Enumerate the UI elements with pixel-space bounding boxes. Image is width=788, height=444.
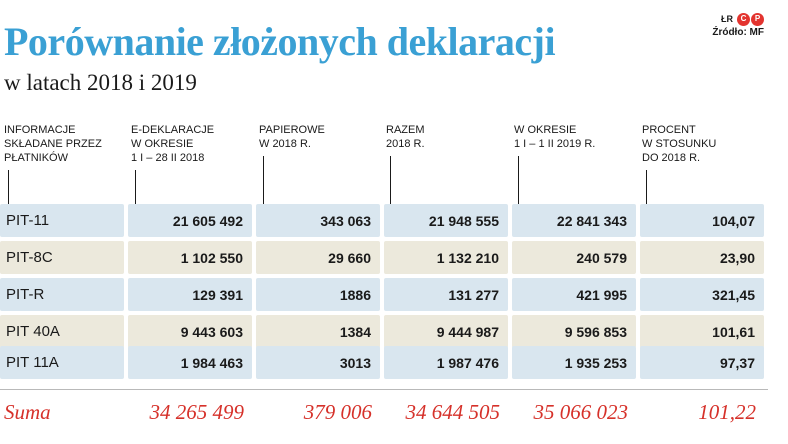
column-header-percent: PROCENT W STOSUNKU DO 2018 R. [642, 123, 716, 165]
column-header-2019: W OKRESIE 1 I – 1 II 2019 R. [514, 123, 595, 151]
cell-e-declarations: 1 984 463 [128, 346, 252, 379]
column-header-e-declarations: E-DEKLARACJE W OKRESIE 1 I – 28 II 2018 [131, 123, 214, 165]
cell-percent: 104,07 [640, 204, 764, 237]
cell-e-declarations: 21 605 492 [128, 204, 252, 237]
table-row: PIT 11A 1 984 463 3013 1 987 476 1 935 2… [0, 346, 788, 379]
cell-percent: 23,90 [640, 241, 764, 274]
table-row: PIT-11 21 605 492 343 063 21 948 555 22 … [0, 204, 788, 237]
row-name: PIT-8C [0, 241, 124, 274]
table-row: PIT 40A 9 443 603 1384 9 444 987 9 596 8… [0, 315, 788, 348]
leader-line [515, 156, 522, 213]
cell-2019: 240 579 [512, 241, 636, 274]
column-header-line: W STOSUNKU [642, 138, 717, 150]
column-header-line: PAPIEROWE [259, 124, 325, 136]
column-header-line: W OKRESIE [514, 124, 577, 136]
cell-2019: 421 995 [512, 278, 636, 311]
row-name: PIT-11 [0, 204, 124, 237]
sum-label: Suma [4, 400, 51, 424]
cell-total: 21 948 555 [384, 204, 508, 237]
cell-total: 9 444 987 [384, 315, 508, 348]
column-header-line: 2018 R. [386, 138, 425, 150]
page-title: Porównanie złożonych deklaracji [4, 19, 556, 64]
cell-percent: 321,45 [640, 278, 764, 311]
cell-total: 1 132 210 [384, 241, 508, 274]
sum-divider [0, 389, 768, 390]
column-header-total: RAZEM 2018 R. [386, 123, 425, 151]
cell-paper: 1384 [256, 315, 380, 348]
page-subtitle: w latach 2018 i 2019 [4, 70, 197, 95]
cell-2019: 22 841 343 [512, 204, 636, 237]
cp-logo-icon: C P [737, 12, 764, 26]
sum-paper: 379 006 [303, 400, 372, 424]
cell-total: 131 277 [384, 278, 508, 311]
cell-percent: 97,37 [640, 346, 764, 379]
column-header-line: 1 I – 28 II 2018 [131, 152, 205, 164]
credit-block: ŁR C P Źródło: MF [712, 12, 764, 40]
column-header-line: E-DEKLARACJE [131, 124, 215, 136]
sum-total: 34 644 505 [405, 400, 501, 424]
credit-logo-line: ŁR C P [712, 12, 764, 26]
cell-2019: 9 596 853 [512, 315, 636, 348]
cell-paper: 343 063 [256, 204, 380, 237]
cell-e-declarations: 1 102 550 [128, 241, 252, 274]
logo-letter-c: C [737, 12, 750, 26]
column-header-name: INFORMACJE SKŁADANE PRZEZ PŁATNIKÓW [4, 123, 102, 165]
cell-2019: 1 935 253 [512, 346, 636, 379]
author-initials: ŁR [721, 14, 733, 24]
leader-line [260, 156, 267, 213]
cell-paper: 3013 [256, 346, 380, 379]
cell-paper: 29 660 [256, 241, 380, 274]
column-header-line: W OKRESIE [131, 138, 194, 150]
column-header-line: INFORMACJE [4, 124, 76, 136]
column-header-line: RAZEM [386, 124, 425, 136]
cell-paper: 1886 [256, 278, 380, 311]
sum-e-declarations: 34 265 499 [149, 400, 245, 424]
column-header-line: W 2018 R. [259, 138, 311, 150]
cell-e-declarations: 9 443 603 [128, 315, 252, 348]
sum-percent: 101,22 [698, 400, 756, 424]
row-name: PIT-R [0, 278, 124, 311]
cell-total: 1 987 476 [384, 346, 508, 379]
column-header-line: SKŁADANE PRZEZ [4, 138, 102, 150]
column-header-paper: PAPIEROWE W 2018 R. [259, 123, 325, 151]
column-header-line: DO 2018 R. [642, 152, 701, 164]
column-header-line: 1 I – 1 II 2019 R. [514, 138, 596, 150]
cell-percent: 101,61 [640, 315, 764, 348]
leader-line [387, 156, 394, 213]
table-row: PIT-R 129 391 1886 131 277 421 995 321,4… [0, 278, 788, 311]
table-row: PIT-8C 1 102 550 29 660 1 132 210 240 57… [0, 241, 788, 274]
row-name: PIT 11A [0, 346, 124, 379]
column-header-line: PROCENT [642, 124, 696, 136]
column-header-line: PŁATNIKÓW [4, 152, 68, 164]
source-note: Źródło: MF [712, 27, 764, 38]
sum-2019: 35 066 023 [533, 400, 629, 424]
cell-e-declarations: 129 391 [128, 278, 252, 311]
row-name: PIT 40A [0, 315, 124, 348]
logo-letter-p: P [751, 12, 764, 26]
